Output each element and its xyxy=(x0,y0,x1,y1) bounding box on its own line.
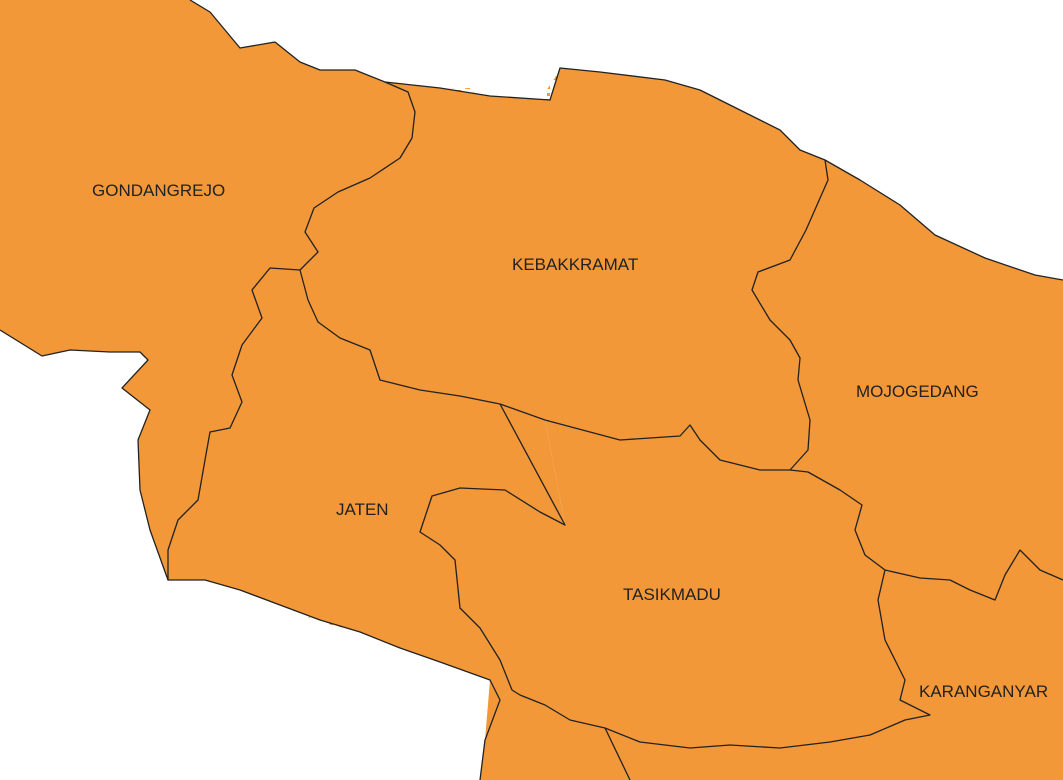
label-kebakkramat: KEBAKKRAMAT xyxy=(512,255,638,274)
border-jaten-tasikmadu xyxy=(419,403,631,780)
border-kebakkramat-jaten xyxy=(299,269,790,471)
border-kebakkramat-mojogedang xyxy=(751,159,829,471)
highlight-zone-sw-streak xyxy=(295,600,400,640)
highlight-zone-south-a xyxy=(420,625,462,652)
highlight-zone-north xyxy=(330,70,650,395)
highlight-zone-east-streak xyxy=(605,390,660,492)
label-gondangrejo: GONDANGREJO xyxy=(92,181,225,200)
label-jaten: JATEN xyxy=(336,500,389,519)
label-mojogedang: MOJOGEDANG xyxy=(856,382,979,401)
region-labels: GONDANGREJO KEBAKKRAMAT MOJOGEDANG JATEN… xyxy=(92,181,1048,701)
outer-boundary xyxy=(189,0,1063,281)
highlight-zone-south-b xyxy=(520,690,610,760)
label-tasikmadu: TASIKMADU xyxy=(623,585,721,604)
label-karanganyar: KARANGANYAR xyxy=(919,682,1048,701)
border-gondangrejo-kebakkramat xyxy=(167,81,416,580)
region-mojogedang[interactable] xyxy=(752,160,1063,600)
region-karanganyar[interactable] xyxy=(605,550,1063,780)
border-tasikmadu-east xyxy=(604,469,931,749)
border-mojogedang-karanganyar xyxy=(884,549,1063,601)
highlight-areas xyxy=(172,70,660,760)
highlight-zone-central xyxy=(172,300,480,600)
region-gondangrejo[interactable] xyxy=(0,0,415,580)
region-tasikmadu[interactable] xyxy=(420,420,930,748)
